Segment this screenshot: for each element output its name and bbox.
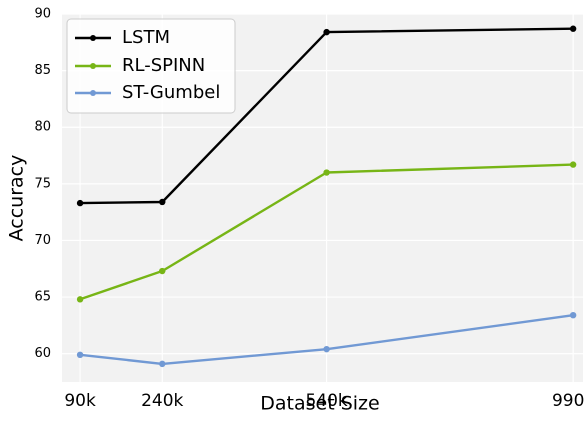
y-tick-label-80: 80 [34, 120, 51, 135]
x-axis-ticks: 90k 240k 540k 990k [64, 391, 585, 411]
legend-label-rl-spinn: RL-SPINN [122, 55, 205, 76]
y-tick-label-65: 65 [34, 290, 51, 305]
data-point-st-gumbel-990k [569, 311, 577, 319]
y-axis-ticks: 60 65 70 75 80 85 90 [34, 7, 51, 362]
data-point-lstm-540k [323, 28, 330, 36]
legend-label-st-gumbel: ST-Gumbel [122, 82, 220, 103]
x-axis-label: Dataset Size [260, 393, 379, 415]
y-tick-label-90: 90 [34, 7, 51, 22]
data-point-rl-spinn-240k [159, 267, 166, 275]
y-tick-label-75: 75 [34, 176, 51, 191]
y-axis-label: Accuracy [6, 155, 28, 242]
y-tick-label-60: 60 [34, 346, 51, 361]
data-point-lstm-990k [569, 25, 577, 32]
legend-marker-st-gumbel [90, 90, 96, 96]
y-tick-label-70: 70 [34, 233, 51, 248]
data-point-st-gumbel-540k [323, 345, 330, 353]
y-tick-label-85: 85 [34, 63, 51, 78]
legend-label-lstm: LSTM [122, 27, 170, 48]
legend-marker-rl-spinn [90, 63, 96, 69]
legend-marker-lstm [90, 35, 96, 41]
data-point-rl-spinn-90k [76, 296, 84, 303]
data-point-st-gumbel-240k [159, 360, 166, 368]
x-tick-label-990k: 990k [552, 391, 585, 411]
data-point-rl-spinn-990k [569, 161, 577, 168]
x-tick-label-90k: 90k [64, 391, 96, 411]
series-line-rl-spinn [79, 163, 574, 301]
series-layer [76, 25, 577, 368]
series-line-lstm [80, 27, 574, 205]
x-tick-label-540k: 540k [305, 391, 347, 411]
series-line-st-gumbel [79, 314, 574, 366]
legend-box [66, 18, 236, 114]
legend: LSTM RL-SPINN ST-Gumbel [66, 18, 236, 114]
data-point-lstm-90k [76, 199, 84, 207]
data-point-rl-spinn-540k [323, 169, 330, 176]
data-point-lstm-240k [159, 198, 166, 206]
data-point-st-gumbel-90k [76, 351, 84, 359]
x-tick-label-240k: 240k [141, 391, 183, 411]
